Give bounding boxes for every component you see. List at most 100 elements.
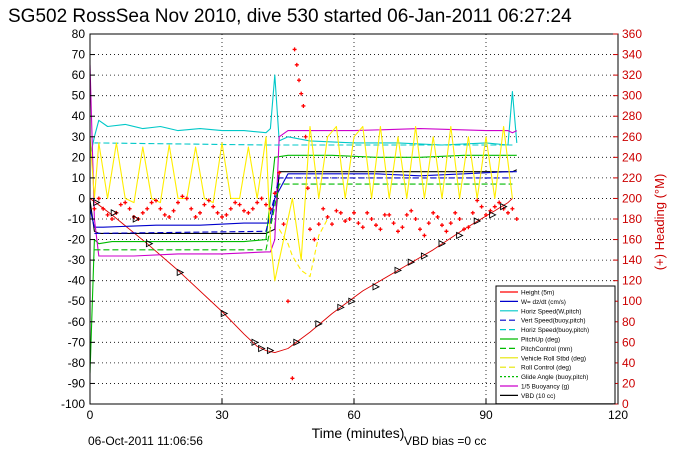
heading-point — [365, 210, 370, 215]
heading-point — [184, 196, 189, 201]
y-tick-label: -100 — [61, 397, 85, 411]
y2-tick-label: 300 — [622, 89, 642, 103]
y-tick-label: -50 — [68, 294, 86, 308]
heading-point — [167, 214, 172, 219]
y2-tick-label: 80 — [622, 315, 636, 329]
depth-marker — [420, 252, 429, 260]
y2-tick-label: 200 — [622, 191, 642, 205]
x-tick-label: 30 — [215, 408, 229, 422]
depth-marker — [293, 338, 301, 347]
heading-point — [162, 212, 167, 217]
heading-point — [330, 222, 334, 227]
y-tick-label: -80 — [68, 356, 86, 370]
series-line-w — [90, 171, 517, 228]
heading-point — [228, 206, 233, 211]
y-tick-label: -90 — [68, 376, 86, 390]
heading-point — [171, 208, 176, 213]
heading-point — [189, 206, 194, 211]
depth-marker — [337, 303, 345, 312]
legend-entry: Roll Control (deg) — [521, 365, 571, 372]
depth-marker — [500, 202, 508, 211]
heading-point — [176, 200, 180, 205]
depth-marker — [315, 320, 323, 328]
series-line-pitch_control — [94, 183, 513, 251]
y2-tick-label: 320 — [622, 68, 642, 82]
y-tick-label: -40 — [68, 274, 86, 288]
y-tick-label: 80 — [72, 27, 86, 41]
heading-point — [224, 212, 229, 217]
heading-point — [118, 202, 123, 207]
x-axis-label: Time (minutes) — [312, 425, 405, 441]
heading-point — [356, 221, 361, 226]
heading-point — [448, 221, 453, 226]
heading-point — [400, 225, 405, 230]
heading-point — [321, 206, 326, 211]
heading-point — [301, 103, 306, 108]
heading-point — [277, 170, 282, 175]
heading-point — [426, 221, 431, 226]
heading-point — [312, 237, 317, 242]
depth-marker — [220, 309, 229, 318]
heading-point — [268, 206, 273, 211]
depth-marker — [176, 268, 185, 277]
heading-point — [514, 217, 519, 221]
legend-entry: Horiz Speed(buoy,pitch) — [521, 327, 589, 334]
series-line-roll-control — [278, 218, 329, 278]
heading-point — [272, 191, 277, 196]
heading-point — [347, 217, 352, 221]
heading-point — [92, 206, 97, 211]
heading-point — [299, 91, 304, 96]
depth-marker — [266, 346, 275, 355]
heading-point — [343, 219, 348, 224]
depth-marker — [456, 231, 464, 240]
heading-point — [396, 229, 400, 234]
heading-point — [435, 214, 440, 219]
legend-entry: Horiz Speed(W,pitch) — [521, 308, 581, 315]
depth-marker — [251, 338, 260, 347]
heading-point — [206, 198, 211, 203]
heading-point — [457, 217, 462, 221]
y-tick-label: -60 — [68, 315, 86, 329]
heading-point — [444, 229, 449, 234]
heading-point — [220, 214, 224, 219]
heading-point — [180, 194, 185, 199]
heading-point — [303, 134, 308, 139]
heading-point — [158, 206, 163, 211]
legend-entry: W= dz/dt (cm/s) — [521, 299, 566, 306]
series-line-roll — [90, 125, 513, 282]
heading-point — [149, 200, 154, 205]
heading-point — [325, 214, 330, 219]
y2-tick-label: 60 — [622, 335, 636, 349]
y2-tick-label: 160 — [622, 233, 642, 247]
depth-marker — [348, 297, 356, 305]
y-tick-label: -20 — [68, 233, 86, 247]
heading-point — [110, 217, 114, 221]
heading-point — [497, 200, 502, 205]
y2-tick-label: 340 — [622, 48, 642, 62]
heading-point — [334, 208, 339, 213]
heading-point — [378, 227, 383, 232]
heading-point — [264, 202, 268, 207]
heading-point — [453, 210, 458, 215]
heading-point — [250, 206, 255, 211]
heading-point — [387, 212, 392, 217]
heading-point — [484, 212, 488, 217]
heading-point — [259, 196, 264, 201]
heading-point — [413, 217, 418, 221]
legend-entry: Glide Angle (buoy,pitch) — [521, 374, 588, 381]
chart-title: SG502 RossSea Nov 2010, dive 530 started… — [8, 6, 572, 27]
heading-point — [233, 200, 238, 205]
heading-point — [369, 217, 374, 221]
heading-point — [466, 225, 471, 230]
heading-point — [462, 227, 466, 232]
heading-point — [422, 233, 427, 238]
footer-vbd-bias: VBD bias =0 cc — [404, 434, 486, 448]
y2-tick-label: 140 — [622, 253, 642, 267]
y2-tick-label: 100 — [622, 294, 642, 308]
series-line-vert_speed_buoy — [94, 177, 513, 234]
right-axis-label: (+) Heading (°M) — [652, 174, 667, 271]
heading-point — [292, 47, 297, 52]
y2-tick-label: 260 — [622, 130, 642, 144]
y2-tick-label: 120 — [622, 274, 642, 288]
